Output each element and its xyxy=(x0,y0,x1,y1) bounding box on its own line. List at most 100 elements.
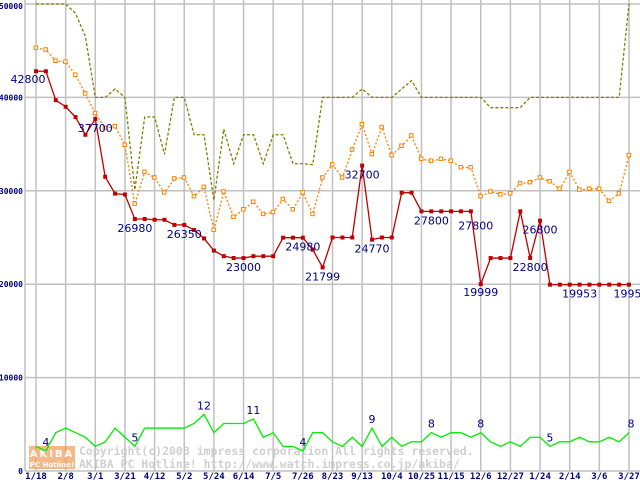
data-labels: 42800 37700 26980 26350 23000 24980 21799 32700… xyxy=(11,73,640,449)
data-point-average xyxy=(122,142,127,148)
data-point-average xyxy=(458,164,463,170)
data-point-average xyxy=(161,190,167,195)
x-tick-label: 3/6 xyxy=(591,472,607,480)
y-tick-label: 0 xyxy=(18,467,23,476)
data-point-min xyxy=(597,282,602,287)
data-point-average xyxy=(606,198,612,204)
data-point-min xyxy=(538,218,543,223)
data-label-count: 8 xyxy=(428,418,435,431)
logo-top-text: AKIBA xyxy=(30,449,75,460)
y-tick-label: 20000 xyxy=(0,280,23,289)
akiba-logo xyxy=(29,446,75,469)
data-label-count: 11 xyxy=(246,404,260,417)
data-label-min: 24770 xyxy=(355,243,390,256)
data-label-count: 12 xyxy=(197,399,211,412)
data-point-min xyxy=(162,217,167,222)
data-point-average xyxy=(399,143,404,148)
data-point-min xyxy=(458,209,463,214)
data-point-min xyxy=(508,256,513,261)
data-point-average xyxy=(33,45,38,50)
data-point-min xyxy=(211,248,216,253)
data-point-average xyxy=(132,201,137,206)
data-point-min xyxy=(518,209,523,214)
data-point-min xyxy=(83,132,88,137)
data-point-min xyxy=(379,235,384,240)
data-point-min xyxy=(330,235,335,240)
data-point-min xyxy=(488,256,493,261)
x-tick-label: 9/13 xyxy=(351,472,373,480)
x-tick-label: 1/18 xyxy=(25,472,47,480)
data-point-average xyxy=(290,206,295,212)
data-point-average xyxy=(270,209,276,215)
data-label-min: 21799 xyxy=(305,270,340,283)
data-label-count: 4 xyxy=(299,436,306,449)
data-point-average xyxy=(260,211,266,217)
data-point-average xyxy=(320,175,325,180)
data-point-min xyxy=(547,282,552,287)
data-point-min xyxy=(557,282,562,287)
data-point-min xyxy=(439,209,444,214)
data-point-min xyxy=(73,115,78,120)
data-label-count: 8 xyxy=(477,418,484,431)
data-point-average xyxy=(468,164,473,170)
data-point-average xyxy=(43,47,48,52)
data-point-min xyxy=(43,69,48,74)
data-point-min xyxy=(528,256,533,261)
data-point-min xyxy=(409,190,414,195)
data-point-average xyxy=(418,156,424,162)
data-point-average xyxy=(280,196,286,202)
data-point-min xyxy=(310,247,315,252)
data-point-average xyxy=(428,158,434,163)
x-tick-label: 10/4 xyxy=(381,472,403,480)
data-point-min xyxy=(113,191,118,196)
data-point-average xyxy=(181,175,187,180)
x-tick-label: 7/26 xyxy=(292,472,314,480)
data-point-average xyxy=(142,169,147,175)
data-point-min xyxy=(419,209,424,214)
data-point-min xyxy=(478,282,483,287)
data-point-min xyxy=(449,209,454,214)
data-point-average xyxy=(616,191,622,196)
data-point-average xyxy=(448,158,454,163)
copyright-line: Copyright(c)2003 impress corporation All… xyxy=(79,444,474,458)
data-point-min xyxy=(429,209,434,214)
x-axis: 1/18 2/8 3/1 3/21 4/12 5/2 5/24 6/14 7/5 7/26 8/23… xyxy=(25,472,640,480)
data-label-min: 23000 xyxy=(226,261,261,274)
x-tick-label: 11/15 xyxy=(438,472,465,480)
x-tick-label: 12/27 xyxy=(497,472,524,480)
series-line-max xyxy=(36,3,630,201)
x-tick-label: 2/14 xyxy=(559,472,581,480)
data-point-average xyxy=(498,192,503,197)
data-point-min xyxy=(300,235,305,240)
x-tick-label: 5/2 xyxy=(176,472,192,480)
data-point-average xyxy=(191,193,197,199)
data-point-average xyxy=(82,91,88,96)
data-point-average xyxy=(557,186,562,191)
data-point-min xyxy=(192,228,197,233)
y-tick-label: 30000 xyxy=(0,187,23,196)
data-label-min: 26350 xyxy=(167,228,202,241)
x-tick-label: 1/24 xyxy=(529,472,551,480)
data-point-min xyxy=(587,282,592,287)
data-label-min: 42800 xyxy=(11,73,46,86)
data-point-average xyxy=(379,124,384,130)
data-point-average xyxy=(567,169,572,175)
data-point-average xyxy=(369,151,375,157)
data-point-min xyxy=(63,104,68,109)
data-point-min xyxy=(241,256,246,261)
data-point-average xyxy=(409,133,414,138)
data-point-min xyxy=(567,282,572,287)
site-line: AKIBA PC Hotline! http://www.watch.impre… xyxy=(79,457,460,471)
data-point-average xyxy=(586,186,592,191)
data-label-min: 19953 xyxy=(562,288,597,301)
data-point-average xyxy=(221,189,226,194)
data-label-min: 26980 xyxy=(117,222,152,235)
data-point-min xyxy=(627,282,631,287)
data-label-min: 26800 xyxy=(523,224,558,237)
data-point-min xyxy=(340,235,345,240)
data-point-min xyxy=(389,235,394,240)
data-point-average xyxy=(596,186,602,191)
y-tick-label: 40000 xyxy=(0,93,23,102)
data-label-min: 24980 xyxy=(285,241,320,254)
